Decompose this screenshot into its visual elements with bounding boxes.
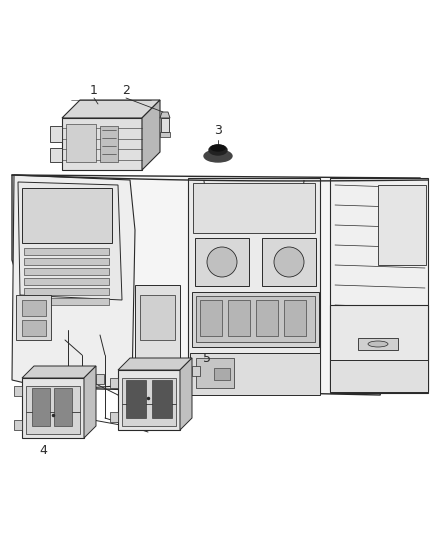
Bar [160, 132, 170, 137]
Bar [24, 278, 109, 285]
Bar [192, 366, 200, 376]
Polygon shape [18, 182, 122, 300]
Text: 3: 3 [214, 124, 222, 136]
Bar [16, 295, 51, 340]
Bar [188, 178, 320, 393]
Bar [66, 124, 96, 162]
Text: 5: 5 [203, 351, 211, 365]
Bar [110, 412, 118, 422]
Bar [50, 148, 62, 162]
Bar [378, 185, 426, 265]
Bar [196, 296, 315, 342]
Bar [190, 353, 320, 395]
Text: 4: 4 [39, 443, 47, 456]
Ellipse shape [211, 145, 225, 151]
Bar [140, 295, 175, 340]
Ellipse shape [368, 341, 388, 347]
Bar [24, 298, 109, 305]
Polygon shape [12, 175, 135, 390]
Polygon shape [12, 175, 428, 395]
Bar [62, 118, 142, 170]
Bar [22, 188, 112, 243]
Polygon shape [180, 358, 192, 430]
Ellipse shape [209, 145, 227, 155]
Polygon shape [142, 100, 160, 170]
Bar [50, 126, 62, 142]
Bar [122, 378, 176, 404]
Bar [32, 388, 50, 426]
Bar [152, 380, 172, 418]
Bar [192, 292, 319, 347]
Bar [330, 360, 428, 392]
Text: 1: 1 [90, 84, 98, 96]
Bar [262, 238, 316, 286]
Bar [126, 380, 146, 418]
Bar [135, 285, 180, 390]
Bar [122, 404, 176, 426]
Bar [22, 320, 46, 336]
Bar [96, 374, 104, 384]
Bar [200, 300, 222, 336]
Text: 2: 2 [122, 84, 130, 96]
Polygon shape [62, 100, 160, 118]
Ellipse shape [274, 247, 304, 277]
Bar [14, 420, 22, 430]
Bar [24, 258, 109, 265]
Bar [26, 386, 80, 412]
Bar [196, 358, 234, 388]
Bar [24, 248, 109, 255]
Bar [214, 368, 230, 380]
Bar [100, 126, 118, 162]
Bar [193, 183, 315, 233]
Ellipse shape [207, 247, 237, 277]
Bar [54, 388, 72, 426]
Polygon shape [84, 366, 96, 438]
Bar [284, 300, 306, 336]
Bar [22, 378, 84, 438]
Bar [110, 378, 118, 388]
Bar [26, 412, 80, 434]
Polygon shape [118, 358, 192, 370]
Bar [330, 305, 428, 390]
Polygon shape [22, 366, 96, 378]
Bar [256, 300, 278, 336]
Bar [330, 178, 428, 393]
Ellipse shape [204, 150, 232, 162]
Bar [161, 118, 169, 132]
Bar [22, 300, 46, 316]
Bar [24, 268, 109, 275]
Bar [118, 370, 180, 430]
Bar [24, 288, 109, 295]
Bar [195, 238, 249, 286]
Bar [14, 386, 22, 396]
Polygon shape [160, 112, 170, 118]
Bar [228, 300, 250, 336]
Bar [358, 338, 398, 350]
